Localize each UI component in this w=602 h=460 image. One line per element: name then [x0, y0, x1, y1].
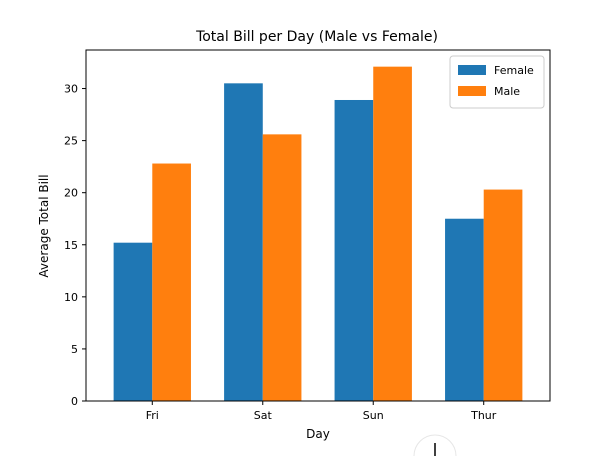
x-tick-label: Sat [254, 409, 273, 422]
y-tick-label: 20 [64, 187, 78, 200]
legend-swatch-female [458, 65, 486, 75]
x-tick-label: Sun [363, 409, 384, 422]
y-tick-label: 15 [64, 239, 78, 252]
y-tick-label: 30 [64, 83, 78, 96]
bar-female-sun [334, 99, 374, 402]
x-tick-label: Fri [146, 409, 159, 422]
y-tick-label: 25 [64, 135, 78, 148]
bars-group [113, 66, 523, 402]
bar-male-thur [483, 189, 523, 401]
bar-female-thur [445, 218, 484, 401]
cursor-indicator-icon [413, 434, 457, 457]
bar-female-fri [113, 242, 153, 401]
chart-title: Total Bill per Day (Male vs Female) [195, 29, 438, 45]
bar-male-fri [152, 163, 191, 401]
y-axis: 0 5 10 15 20 25 30 [64, 83, 86, 408]
legend-swatch-male [458, 86, 486, 96]
y-axis-label: Average Total Bill [37, 174, 51, 277]
legend-label-female: Female [494, 64, 534, 77]
x-tick-label: Thur [470, 409, 497, 422]
plot-frame [85, 49, 551, 402]
y-tick-label: 10 [64, 291, 78, 304]
legend-label-male: Male [494, 85, 520, 98]
legend: Female Male [449, 55, 545, 109]
x-axis-label: Day [306, 427, 330, 441]
y-tick-label: 0 [71, 395, 78, 408]
bar-male-sat [262, 134, 302, 402]
x-axis: Fri Sat Sun Thur [146, 401, 497, 422]
bar-male-sun [373, 66, 412, 401]
y-tick-label: 5 [71, 343, 78, 356]
bar-female-sat [224, 83, 263, 401]
